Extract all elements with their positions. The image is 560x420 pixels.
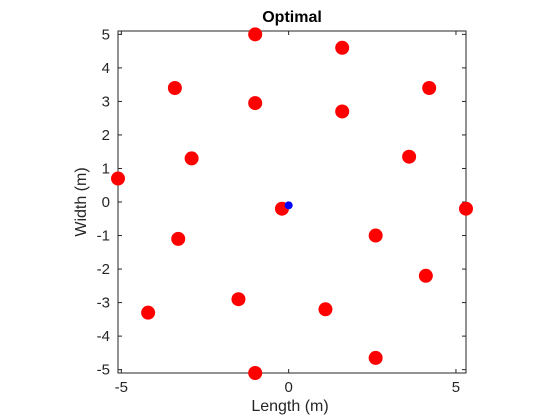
y-tick-label: -1 [97, 228, 110, 245]
y-tick-label: 4 [102, 60, 110, 77]
plot-area [117, 30, 467, 374]
chart-title: Optimal [262, 9, 322, 26]
red-data-point [248, 96, 263, 111]
red-data-point [248, 27, 263, 42]
y-axis-label: Width (m) [73, 167, 90, 236]
y-tick-label: -3 [97, 295, 110, 312]
y-tick-label: -5 [97, 362, 110, 379]
axis-ticks: -5 0 5 -5 -4 -3 -2 -1 0 1 2 3 4 5 [97, 26, 466, 396]
red-data-point [231, 292, 246, 307]
red-data-point [141, 305, 156, 320]
red-data-point [318, 302, 333, 317]
blue-data-point [284, 201, 293, 210]
red-data-point [335, 40, 350, 55]
data-points [111, 27, 473, 380]
x-tick-label: 5 [452, 379, 460, 396]
y-tick-label: -4 [97, 328, 110, 345]
red-data-point [184, 151, 199, 166]
red-data-point [418, 268, 433, 283]
x-tick-label: -5 [115, 379, 128, 396]
y-tick-label: 1 [102, 160, 110, 177]
red-data-point [171, 231, 186, 246]
x-axis-label: Length (m) [251, 398, 328, 415]
red-data-point [167, 81, 182, 95]
red-data-point [368, 350, 383, 365]
red-data-point [111, 171, 125, 186]
y-tick-label: -2 [97, 261, 110, 278]
red-data-point [335, 104, 350, 119]
y-tick-label: 5 [102, 26, 110, 43]
y-tick-label: 3 [102, 93, 110, 110]
red-data-point [402, 149, 417, 164]
red-data-point [422, 81, 437, 95]
y-tick-label: 2 [102, 127, 110, 144]
red-data-point [368, 228, 383, 243]
red-data-point [248, 366, 263, 380]
y-tick-label: 0 [102, 194, 110, 211]
red-data-point [459, 201, 473, 216]
x-tick-label: 0 [284, 379, 292, 396]
